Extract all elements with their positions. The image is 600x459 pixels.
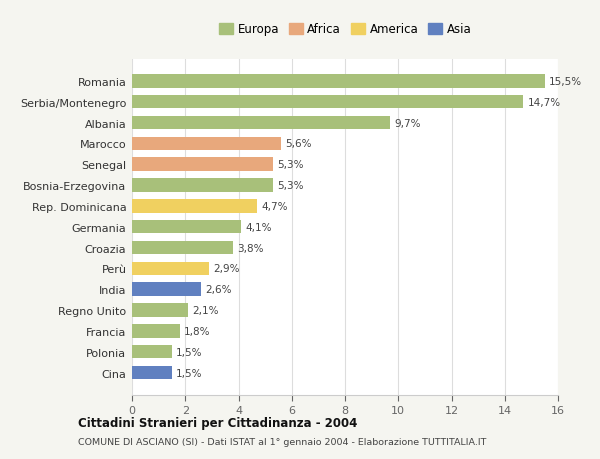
Text: 4,1%: 4,1% xyxy=(245,222,272,232)
Bar xyxy=(132,117,390,130)
Text: COMUNE DI ASCIANO (SI) - Dati ISTAT al 1° gennaio 2004 - Elaborazione TUTTITALIA: COMUNE DI ASCIANO (SI) - Dati ISTAT al 1… xyxy=(78,437,487,446)
Bar xyxy=(132,283,201,297)
Text: 5,3%: 5,3% xyxy=(277,181,304,190)
Bar xyxy=(132,158,273,172)
Bar xyxy=(132,241,233,255)
Bar xyxy=(132,200,257,213)
Bar xyxy=(132,325,180,338)
Text: 1,5%: 1,5% xyxy=(176,368,202,378)
Text: 4,7%: 4,7% xyxy=(261,202,287,212)
Bar xyxy=(132,137,281,151)
Text: 2,6%: 2,6% xyxy=(205,285,232,295)
Bar xyxy=(132,262,209,275)
Text: 15,5%: 15,5% xyxy=(548,77,582,87)
Text: 5,6%: 5,6% xyxy=(285,139,311,149)
Text: 3,8%: 3,8% xyxy=(237,243,263,253)
Text: 5,3%: 5,3% xyxy=(277,160,304,170)
Text: 2,9%: 2,9% xyxy=(213,264,240,274)
Bar xyxy=(132,179,273,192)
Legend: Europa, Africa, America, Asia: Europa, Africa, America, Asia xyxy=(214,19,476,41)
Bar xyxy=(132,345,172,359)
Bar xyxy=(132,303,188,317)
Text: 2,1%: 2,1% xyxy=(192,305,218,315)
Bar xyxy=(132,220,241,234)
Bar xyxy=(132,95,523,109)
Bar xyxy=(132,366,172,380)
Text: 14,7%: 14,7% xyxy=(527,97,560,107)
Text: Cittadini Stranieri per Cittadinanza - 2004: Cittadini Stranieri per Cittadinanza - 2… xyxy=(78,416,358,429)
Text: 1,5%: 1,5% xyxy=(176,347,202,357)
Text: 9,7%: 9,7% xyxy=(394,118,421,128)
Bar xyxy=(132,75,545,89)
Text: 1,8%: 1,8% xyxy=(184,326,211,336)
